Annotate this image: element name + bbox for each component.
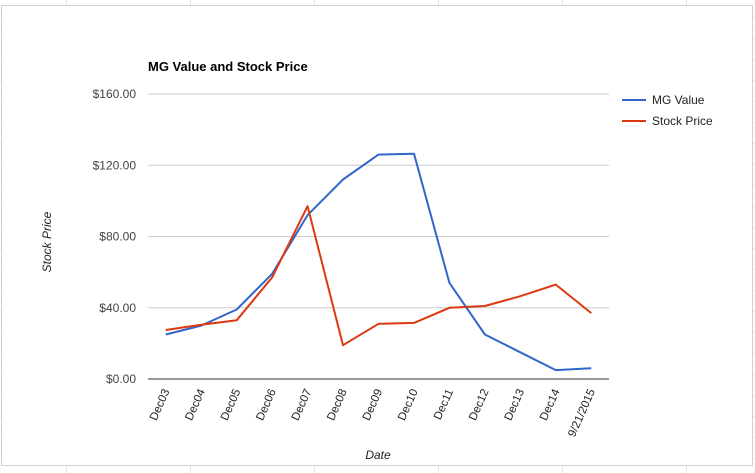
x-tick-label: Dec05 bbox=[219, 387, 243, 422]
y-tick-label: $40.00 bbox=[99, 301, 136, 315]
x-tick-label: 9/21/2015 bbox=[566, 387, 598, 439]
legend-label[interactable]: Stock Price bbox=[652, 114, 713, 128]
x-tick-label: Dec03 bbox=[148, 387, 172, 422]
x-tick-label: Dec06 bbox=[254, 387, 278, 422]
x-tick-label: Dec07 bbox=[290, 387, 314, 422]
series-line-mg-value[interactable] bbox=[165, 152, 592, 372]
y-axis-title: Stock Price bbox=[40, 211, 54, 272]
series-lines bbox=[165, 152, 592, 372]
legend-label[interactable]: MG Value bbox=[652, 93, 705, 107]
y-tick-label: $0.00 bbox=[106, 372, 136, 386]
x-tick-label: Dec14 bbox=[538, 387, 563, 423]
x-tick-label: Dec12 bbox=[467, 387, 491, 422]
chart-container[interactable]: MG Value and Stock Price $0.00 $40.00 $80.… bbox=[1, 5, 753, 466]
y-tick-label: $120.00 bbox=[93, 158, 137, 172]
chart-title: MG Value and Stock Price bbox=[148, 59, 308, 74]
x-axis-title: Date bbox=[365, 448, 391, 462]
series-line-stock-price[interactable] bbox=[165, 205, 592, 347]
gridlines bbox=[148, 93, 609, 309]
x-tick-label: Dec13 bbox=[503, 387, 527, 422]
x-tick-label: Dec04 bbox=[183, 387, 208, 423]
x-axis-ticks: Dec03 Dec04 Dec05 Dec06 Dec07 Dec08 Dec09 Dec10… bbox=[148, 387, 598, 439]
line-chart: MG Value and Stock Price $0.00 $40.00 $80.… bbox=[40, 59, 713, 462]
x-tick-label: Dec08 bbox=[325, 387, 349, 422]
legend: MG Value Stock Price bbox=[622, 93, 713, 128]
x-tick-label: Dec11 bbox=[432, 387, 456, 421]
y-axis-ticks: $0.00 $40.00 $80.00 $120.00 $160.00 bbox=[93, 87, 137, 386]
y-tick-label: $160.00 bbox=[93, 87, 137, 101]
x-tick-label: Dec10 bbox=[396, 387, 420, 422]
y-tick-label: $80.00 bbox=[99, 230, 136, 244]
x-tick-label: Dec09 bbox=[361, 387, 385, 422]
